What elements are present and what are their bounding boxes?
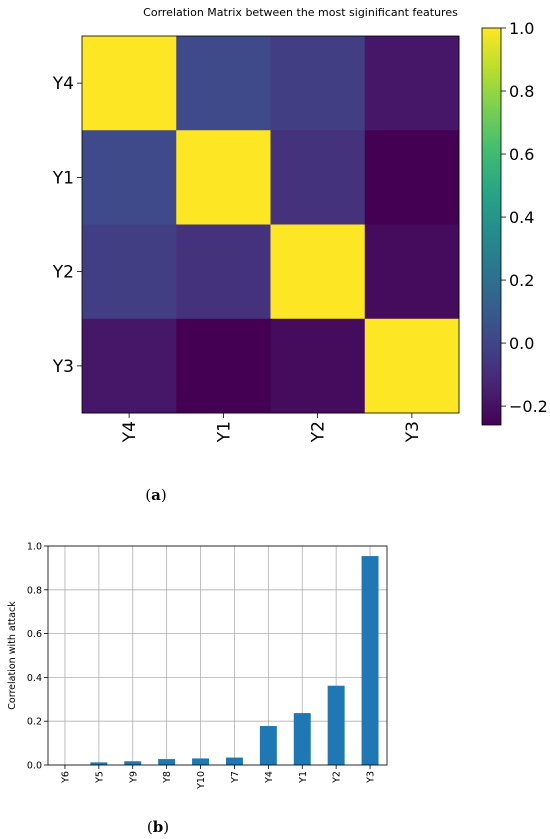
- x-tick-label: Y10: [196, 771, 207, 790]
- y-tick-label: Y2: [52, 263, 74, 283]
- attack-correlation-bar-figure: 0.0 0.2 0.4 0.6 0.8 1.0 Y6 Y5 Y9 Y8 Y10 Y7 Y4 Y1 Y2 Y3 C…: [0, 527, 550, 795]
- bar-chart: 0.0 0.2 0.4 0.6 0.8 1.0 Y6 Y5 Y9 Y8 Y10 Y7 Y4 Y1 Y2 Y3 C…: [7, 542, 388, 790]
- x-tick-label: Y8: [162, 771, 173, 784]
- heatmap-cell: [270, 318, 366, 414]
- heatmap-cell: [270, 36, 366, 131]
- x-tick-label: Y2: [332, 771, 343, 784]
- y-tick-label: 0.2: [27, 717, 42, 728]
- x-tick-label: Y4: [120, 421, 140, 443]
- x-tick-label: Y1: [298, 771, 309, 784]
- y-tick-label: 1.0: [27, 542, 42, 553]
- heatmap-cell: [364, 130, 460, 225]
- colorbar-tick-label: 0.0: [509, 334, 534, 353]
- bar: [361, 556, 379, 765]
- colorbar-tick-label: 1.0: [509, 19, 534, 38]
- y-tick-label: 0.6: [27, 629, 42, 640]
- heatmap-cell: [364, 224, 460, 320]
- x-tick-label: Y1: [214, 421, 234, 443]
- x-tick-label: Y2: [309, 421, 329, 443]
- y-tick-label: Y3: [52, 357, 74, 377]
- x-tick-label: Y6: [60, 771, 71, 784]
- chart-title: Correlation Matrix between the most sigi…: [143, 6, 458, 19]
- y-tick-label: 0.0: [27, 761, 42, 772]
- heatmap-cell: [176, 224, 271, 320]
- bar: [293, 713, 311, 765]
- colorbar-tick-label: 0.8: [509, 82, 534, 101]
- colorbar-tick-label: 0.2: [509, 271, 534, 290]
- heatmap-cell: [82, 224, 177, 320]
- x-tick-label: Y4: [264, 771, 275, 784]
- bar: [158, 759, 176, 765]
- heatmap-cell: [176, 36, 271, 131]
- plot-frame: [47, 545, 388, 766]
- heatmap-cell: [82, 130, 177, 225]
- heatmap-cell: [364, 36, 460, 131]
- colorbar-tick-label: 0.6: [509, 145, 534, 164]
- y-tick-label: 0.4: [27, 673, 42, 684]
- x-tick-label: Y3: [403, 421, 423, 443]
- caption-a: (a): [145, 486, 167, 504]
- y-tick-label: 0.8: [27, 585, 42, 596]
- y-tick-label: Y4: [52, 74, 74, 94]
- heatmap-chart: Correlation Matrix between the most sigi…: [52, 6, 548, 443]
- heatmap-cell: [364, 318, 460, 414]
- bar: [259, 726, 277, 765]
- heatmap-cell: [82, 318, 177, 414]
- bar: [90, 762, 108, 765]
- heatmap-cell: [270, 130, 366, 225]
- x-tick-label: Y3: [366, 771, 377, 784]
- x-tick-label: Y5: [94, 771, 105, 784]
- colorbar-tick-label: 0.4: [509, 208, 534, 227]
- bar: [327, 685, 345, 765]
- colorbar-tick-label: −0.2: [509, 397, 548, 416]
- heatmap-cell: [270, 224, 366, 320]
- bar: [192, 758, 210, 765]
- bar: [225, 757, 243, 765]
- correlation-heatmap-figure: Correlation Matrix between the most sigi…: [52, 6, 548, 443]
- y-tick-label: Y1: [52, 168, 74, 188]
- heatmap-cell: [176, 318, 271, 414]
- heatmap-cell: [82, 36, 177, 131]
- heatmap-cell: [176, 130, 271, 225]
- bar: [124, 761, 142, 765]
- plot-frame: [81, 35, 460, 414]
- y-axis-label: Correlation with attack: [7, 601, 18, 710]
- colorbar: [481, 27, 502, 426]
- x-tick-label: Y9: [128, 771, 139, 784]
- caption-b: (b): [146, 818, 170, 836]
- x-tick-label: Y7: [230, 771, 241, 784]
